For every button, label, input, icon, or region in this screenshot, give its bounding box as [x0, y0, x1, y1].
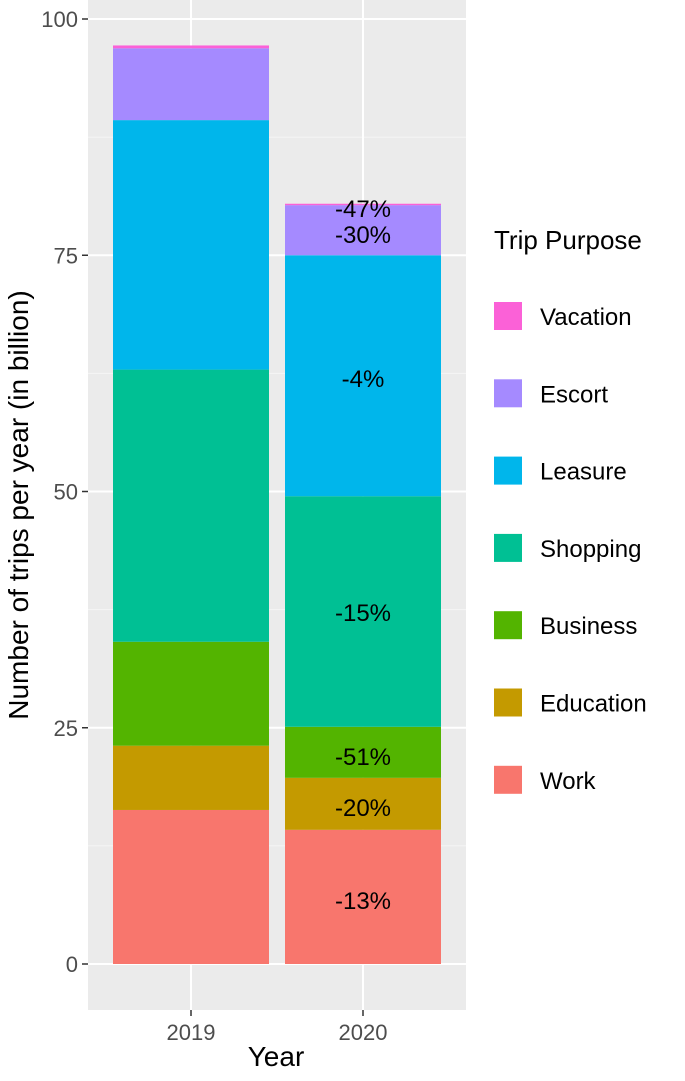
legend-label-work: Work [540, 768, 597, 795]
data-label-leasure: -4% [342, 366, 385, 393]
y-tick-label: 25 [54, 716, 78, 741]
bar-segment-vacation-2019 [113, 45, 269, 49]
legend-key-escort [494, 379, 522, 408]
bar-segment-business-2019 [113, 641, 269, 746]
legend-key-education [494, 688, 522, 717]
legend-label-business: Business [540, 613, 637, 640]
data-label-work: -13% [335, 888, 391, 915]
data-labels: -13% -20% -51% -15% -4% -30%-47% [335, 196, 391, 915]
data-label-vacation: -47% [335, 196, 391, 223]
y-axis-title: Number of trips per year (in billion) [3, 290, 34, 720]
bar-segment-education-2019 [113, 745, 269, 810]
y-tick-label: 100 [41, 7, 78, 32]
bar-segment-shopping-2019 [113, 369, 269, 642]
bar-segment-vacation-2020 [285, 203, 441, 206]
legend-key-shopping [494, 533, 522, 562]
legend-label-escort: Escort [540, 381, 608, 408]
bar-segment-shopping-2020 [285, 496, 441, 727]
legend-key-leasure [494, 456, 522, 485]
bar-segment-business-2020 [285, 726, 441, 778]
bar-segment-work-2020 [285, 829, 441, 964]
bar-segment-escort-2019 [113, 48, 269, 121]
legend-label-vacation: Vacation [540, 304, 632, 331]
bar-segment-escort-2020 [285, 205, 441, 256]
data-label-shopping: -15% [335, 600, 391, 627]
x-axis-title: Year [248, 1041, 305, 1072]
data-label-education: -20% [335, 795, 391, 822]
axes: 0 25 50 75 100 2019 2020 [41, 7, 387, 1045]
bar-segment-work-2019 [113, 809, 269, 964]
bar-segment-leasure-2020 [285, 255, 441, 497]
legend-label-leasure: Leasure [540, 459, 627, 486]
legend-label-education: Education [540, 691, 647, 718]
x-tick-label: 2020 [339, 1020, 388, 1045]
bar-segment-leasure-2019 [113, 120, 269, 370]
legend-label-shopping: Shopping [540, 536, 641, 563]
legend-title: Trip Purpose [494, 225, 642, 255]
data-label-escort: -30% [335, 222, 391, 249]
x-tick-label: 2019 [167, 1020, 216, 1045]
data-label-business: -51% [335, 744, 391, 771]
y-tick-label: 0 [66, 952, 78, 977]
legend-key-business [494, 611, 522, 640]
y-tick-label: 75 [54, 243, 78, 268]
legend-key-work [494, 765, 522, 794]
bar-segment-education-2020 [285, 777, 441, 830]
legend-key-vacation [494, 302, 522, 330]
legend: Trip Purpose Vacation Escort Leasure Shoppi… [494, 225, 647, 795]
bars [113, 45, 441, 964]
y-tick-label: 50 [54, 480, 78, 505]
